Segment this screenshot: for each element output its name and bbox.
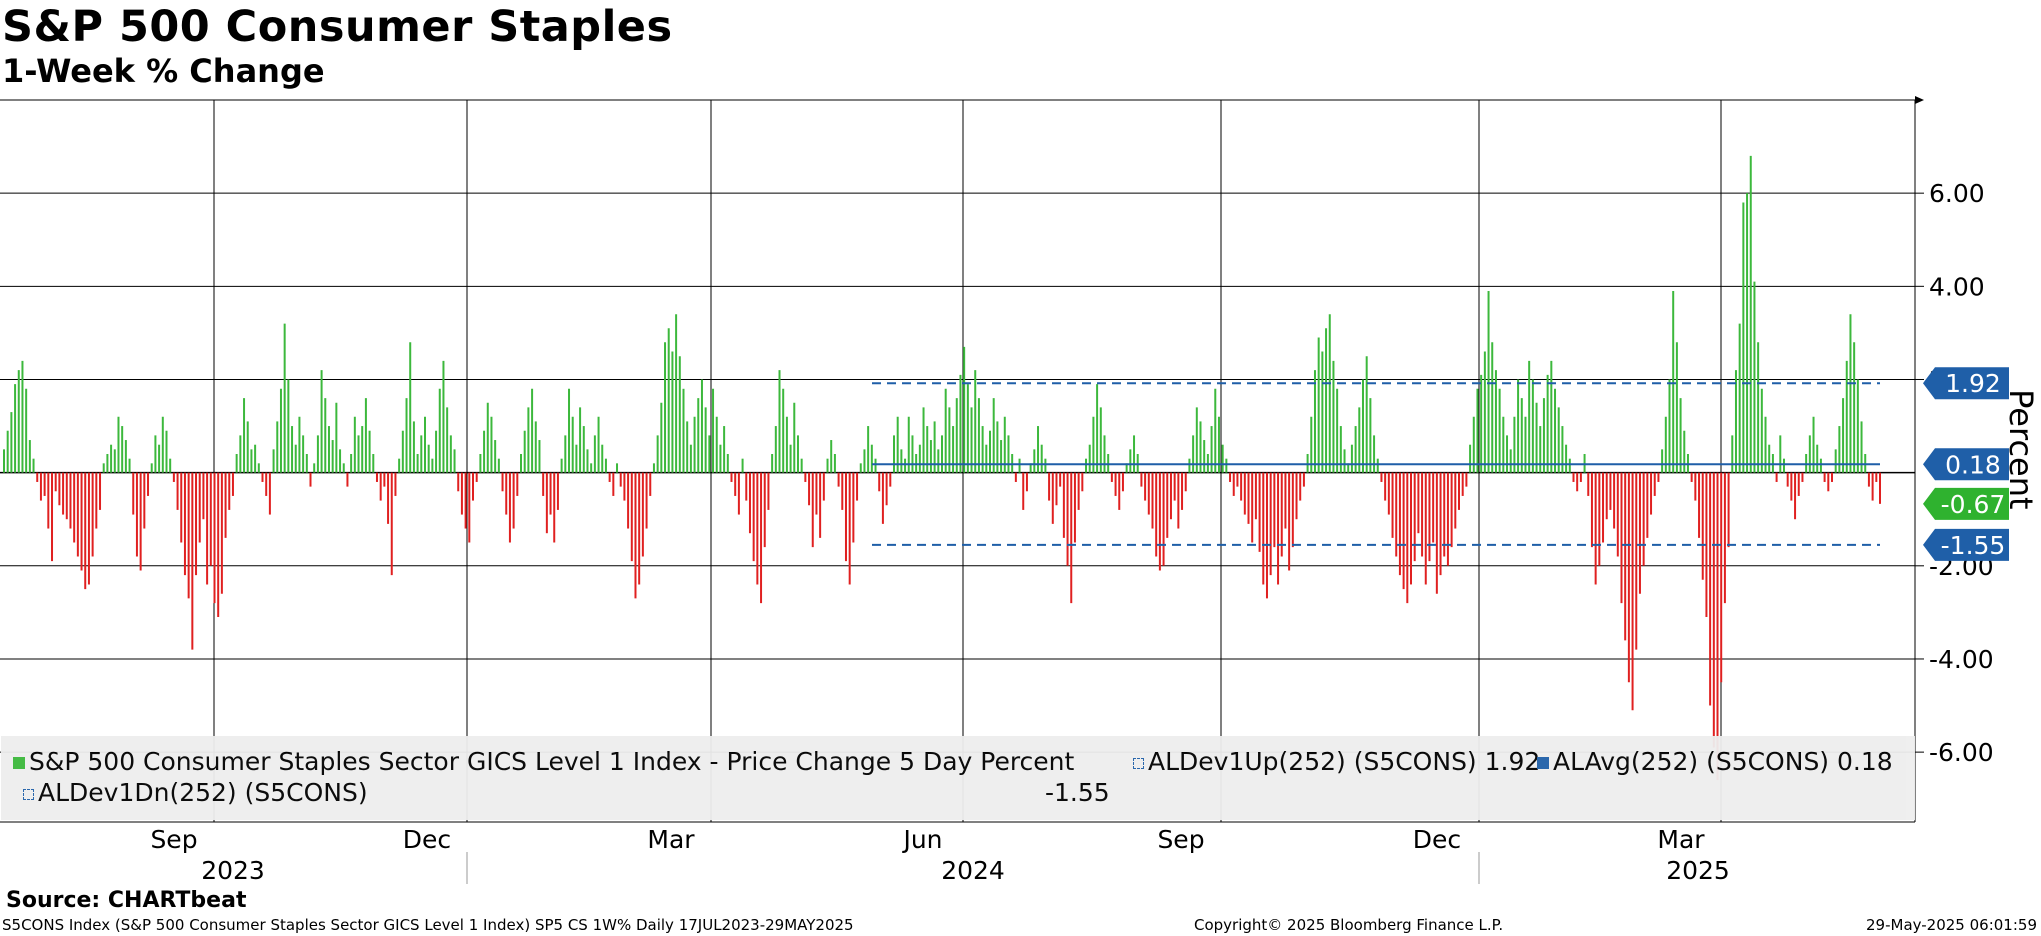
tag-dev-up-bg <box>1923 367 2009 400</box>
tag-dev-up-label: 1.92 <box>1945 369 2001 398</box>
legend-swatch-dev-up <box>1133 758 1144 769</box>
x-year-label: 2025 <box>1666 856 1730 885</box>
legend-label-avg: ALAvg(252) (S5CONS) 0.18 <box>1553 747 1893 776</box>
tag-dev-down-bg <box>1923 528 2009 561</box>
legend-label-dev-up: ALDev1Up(252) (S5CONS) 1.92 <box>1148 747 1541 776</box>
legend-value-dev-down: -1.55 <box>1045 778 1110 807</box>
x-tick-label: Sep <box>1157 825 1204 854</box>
legend-item-dev-up: ALDev1Up(252) (S5CONS) 1.92 <box>1133 747 1540 776</box>
axis-arrow-icon <box>1915 96 1924 104</box>
chart-title: S&P 500 Consumer Staples <box>2 2 673 52</box>
tag-dev-down-label: -1.55 <box>1941 531 2006 560</box>
x-year-label: 2024 <box>941 856 1005 885</box>
x-tick-label: Mar <box>647 825 695 854</box>
legend-swatch-avg <box>1537 757 1549 769</box>
value-tags: 1.92 0.18 -0.67 -1.55 <box>1923 367 2009 561</box>
legend-swatch-main <box>13 757 25 769</box>
legend-item-main: S&P 500 Consumer Staples Sector GICS Lev… <box>13 747 1074 776</box>
tag-last-value-label: -0.67 <box>1941 490 2006 519</box>
footer-right: 29-May-2025 06:01:59 <box>1866 916 2037 934</box>
legend-swatch-dev-down <box>23 789 34 800</box>
x-tick-label: Mar <box>1657 825 1705 854</box>
source-note: Source: CHARTbeat <box>6 888 247 913</box>
legend-label-dev-down: ALDev1Dn(252) (S5CONS) <box>38 778 368 807</box>
reference-lines <box>872 382 1880 546</box>
legend: S&P 500 Consumer Staples Sector GICS Lev… <box>1 736 1915 820</box>
x-tick-label: Dec <box>1413 825 1461 854</box>
tag-avg-bg <box>1923 448 2009 481</box>
x-tick-label: Jun <box>901 825 942 854</box>
y-tick-label: 6.00 <box>1929 179 1985 208</box>
bars <box>3 155 1881 781</box>
legend-item-dev-down: ALDev1Dn(252) (S5CONS) <box>23 778 368 807</box>
legend-label-main: S&P 500 Consumer Staples Sector GICS Lev… <box>29 747 1075 776</box>
x-year-label: 2023 <box>201 856 265 885</box>
x-axis: Sep Dec Mar Jun Sep Dec Mar 2023 2024 2025 <box>150 825 1729 885</box>
y-tick-label: 4.00 <box>1929 272 1985 301</box>
tag-last-value-bg <box>1923 487 2009 520</box>
x-tick-label: Sep <box>150 825 197 854</box>
legend-item-avg: ALAvg(252) (S5CONS) 0.18 <box>1537 747 1893 776</box>
y-tick-label: -4.00 <box>1929 645 1994 674</box>
x-tick-label: Dec <box>403 825 451 854</box>
chart-subtitle: 1-Week % Change <box>2 52 325 90</box>
footer-left: S5CONS Index (S&P 500 Consumer Staples S… <box>2 916 854 934</box>
footer-center: Copyright© 2025 Bloomberg Finance L.P. <box>1194 916 1504 934</box>
tag-avg-label: 0.18 <box>1945 450 2001 479</box>
y-tick-label: -6.00 <box>1929 738 1994 767</box>
